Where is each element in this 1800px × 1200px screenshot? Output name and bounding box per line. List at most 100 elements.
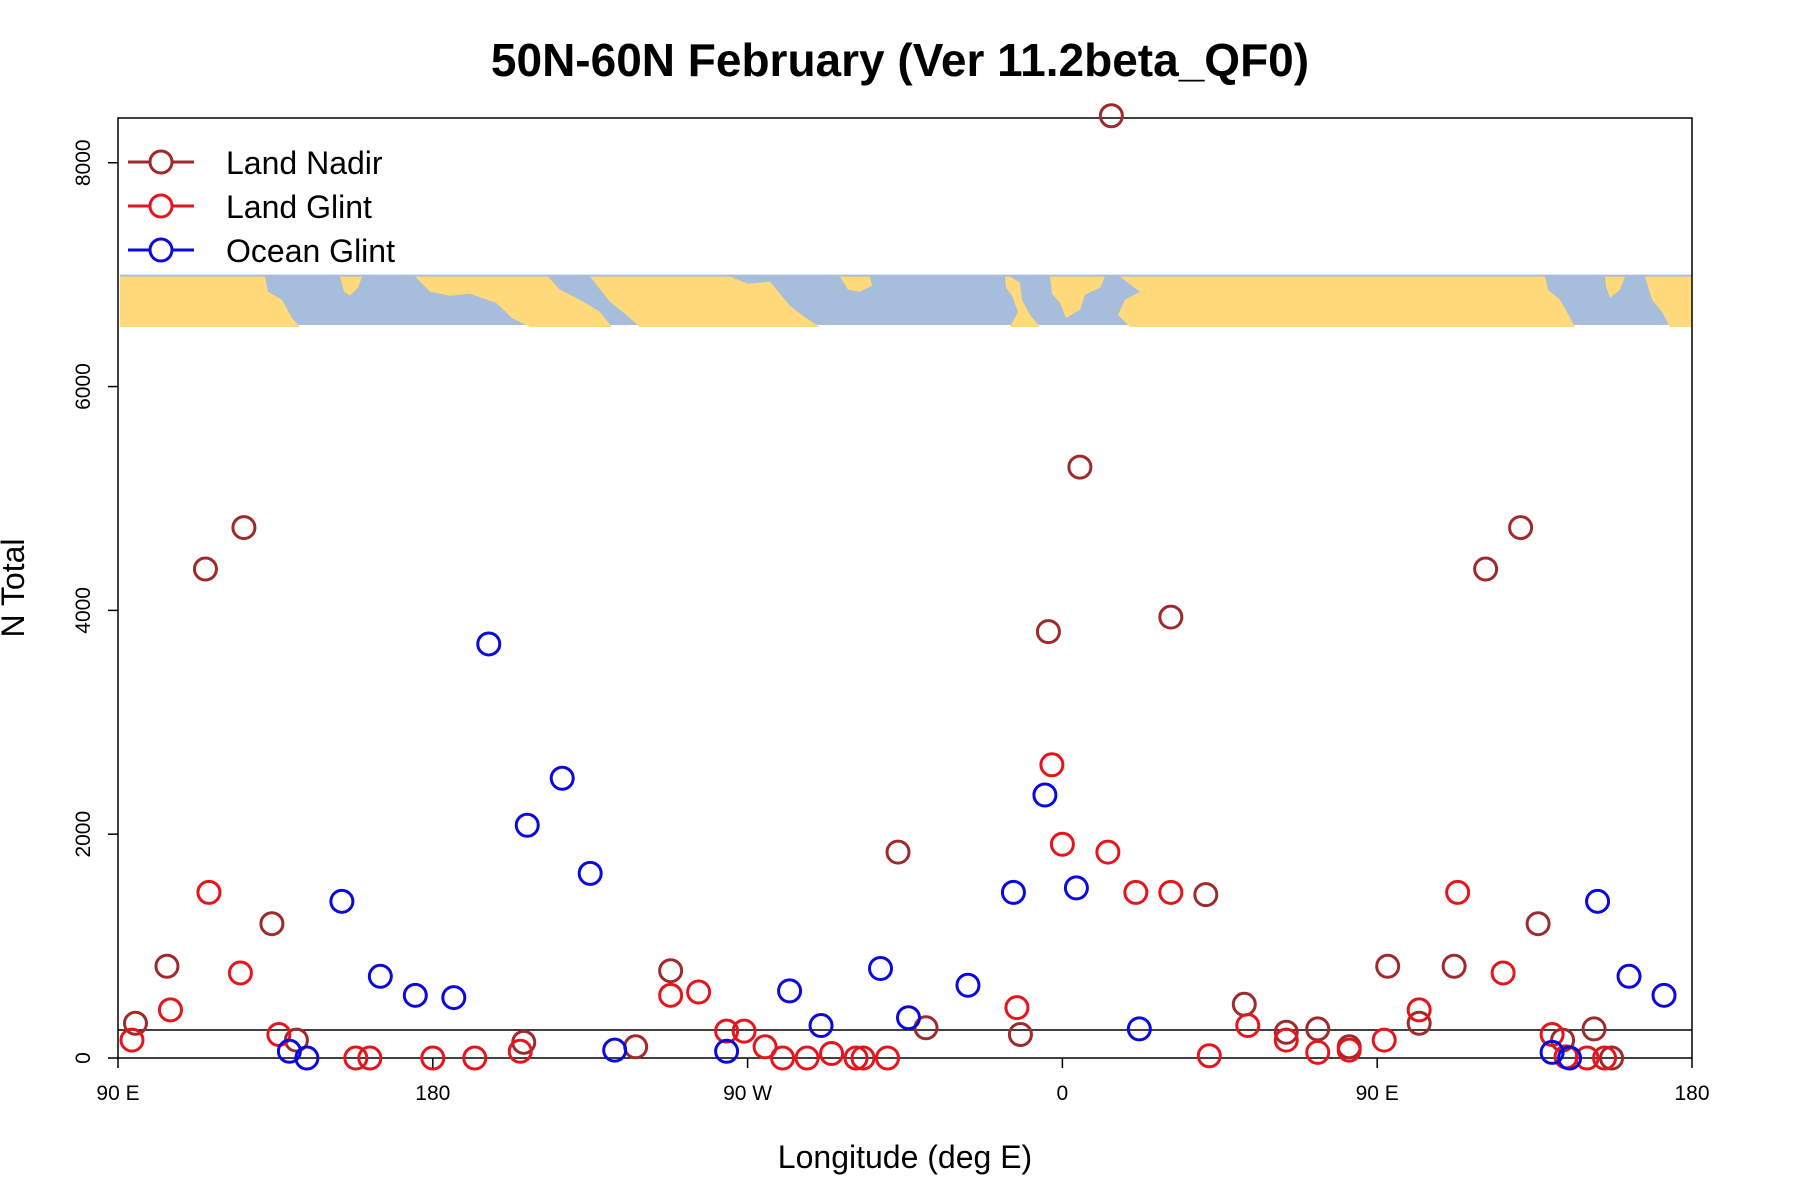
point-land-nadir [1508, 515, 1534, 541]
point-ocean-glint [808, 1013, 834, 1039]
point-ocean-glint [367, 963, 393, 989]
legend-entry-land-nadir: Land Nadir [128, 145, 383, 181]
point-land-nadir [1067, 454, 1093, 480]
point-land-glint [1196, 1043, 1222, 1069]
point-ocean-glint [441, 985, 467, 1011]
point-land-nadir [1441, 953, 1467, 979]
point-land-glint [794, 1045, 820, 1071]
point-land-glint [1406, 997, 1432, 1023]
point-ocean-glint [1539, 1039, 1565, 1065]
point-ocean-glint [1063, 875, 1089, 901]
point-land-nadir [1375, 953, 1401, 979]
point-land-glint [1445, 879, 1471, 905]
point-land-glint [1123, 879, 1149, 905]
legend-label-land-glint: Land Glint [226, 189, 372, 225]
point-land-nadir [122, 1010, 148, 1036]
chart-title: 50N-60N February (Ver 11.2beta_QF0) [491, 34, 1309, 86]
point-land-glint [850, 1045, 876, 1071]
point-ocean-glint [1000, 879, 1026, 905]
point-land-nadir [623, 1034, 649, 1060]
plot-frame [117, 117, 1693, 1059]
point-land-nadir [1231, 991, 1257, 1017]
point-land-glint [343, 1045, 369, 1071]
point-land-nadir [658, 958, 684, 984]
data-points [119, 103, 1677, 1071]
point-land-nadir [1305, 1016, 1331, 1042]
point-ocean-glint [549, 765, 575, 791]
point-land-nadir [1599, 1045, 1625, 1071]
legend-label-land-nadir: Land Nadir [226, 145, 383, 181]
point-ocean-glint [1557, 1045, 1583, 1071]
x-tick-label: 90 E [96, 1082, 139, 1105]
x-tick-label: 0 [1057, 1082, 1069, 1105]
point-land-glint [1490, 960, 1516, 986]
point-land-glint [843, 1045, 869, 1071]
point-land-glint [770, 1045, 796, 1071]
point-land-glint [752, 1034, 778, 1060]
legend-marker-land-nadir [148, 149, 174, 175]
point-land-nadir [1273, 1019, 1299, 1045]
point-ocean-glint [276, 1038, 302, 1064]
point-land-glint [1336, 1037, 1362, 1063]
point-land-nadir [1581, 1016, 1607, 1042]
point-land-glint [1305, 1039, 1331, 1065]
point-ocean-glint [868, 955, 894, 981]
point-land-glint [658, 982, 684, 1008]
x-tick-label: 90 W [723, 1082, 772, 1105]
x-tick-label: 180 [415, 1082, 450, 1105]
point-land-nadir [1193, 882, 1219, 908]
point-ocean-glint [955, 972, 981, 998]
point-land-glint [1273, 1027, 1299, 1053]
point-land-glint [357, 1045, 383, 1071]
point-land-glint [1004, 995, 1030, 1021]
legend-label-ocean-glint: Ocean Glint [226, 233, 395, 269]
point-land-glint [875, 1045, 901, 1071]
legend: Land Nadir Land Glint Ocean Glint [128, 145, 395, 269]
point-land-nadir [1035, 619, 1061, 645]
point-land-nadir [1473, 556, 1499, 582]
point-land-glint [420, 1045, 446, 1071]
point-ocean-glint [402, 982, 428, 1008]
point-land-glint [1049, 831, 1075, 857]
point-land-glint [714, 1018, 740, 1044]
point-ocean-glint [1585, 888, 1611, 914]
point-land-nadir [1406, 1010, 1432, 1036]
y-tick-label: 6000 [72, 363, 95, 410]
point-land-glint [462, 1045, 488, 1071]
point-land-glint [686, 979, 712, 1005]
point-land-nadir [885, 839, 911, 865]
point-land-nadir [259, 911, 285, 937]
point-land-nadir [192, 556, 218, 582]
point-land-glint [731, 1018, 757, 1044]
x-axis-label: Longitude (deg E) [778, 1139, 1032, 1175]
y-axis-label: N Total [0, 538, 31, 637]
point-land-nadir [1007, 1022, 1033, 1047]
point-land-glint [1371, 1027, 1397, 1053]
series-ocean-glint [276, 631, 1677, 1071]
point-land-glint [196, 879, 222, 905]
point-ocean-glint [777, 978, 803, 1004]
legend-marker-ocean-glint [148, 237, 174, 263]
point-land-glint [1095, 839, 1121, 865]
legend-entry-land-glint: Land Glint [128, 189, 372, 225]
point-ocean-glint [895, 1005, 921, 1031]
point-ocean-glint [577, 860, 603, 886]
y-tick-label: 2000 [72, 811, 95, 858]
y-tick-label: 0 [72, 1052, 95, 1064]
point-ocean-glint [514, 812, 540, 838]
y-tick-label: 8000 [72, 139, 95, 186]
world-map-band [120, 274, 1692, 328]
point-ocean-glint [1126, 1016, 1152, 1042]
point-land-glint [1235, 1013, 1261, 1039]
point-land-nadir [1098, 103, 1124, 129]
point-land-glint [1574, 1045, 1600, 1071]
point-ocean-glint [714, 1038, 740, 1064]
y-axis: 0 2000 4000 6000 8000 [72, 139, 118, 1064]
point-ocean-glint [329, 888, 355, 914]
x-axis: 90 E 180 90 W 0 90 E 180 [96, 1058, 1710, 1105]
point-ocean-glint [602, 1037, 628, 1063]
point-land-glint [1158, 879, 1184, 905]
x-tick-label: 90 E [1356, 1082, 1399, 1105]
y-tick-label: 4000 [72, 587, 95, 634]
point-land-nadir [1525, 911, 1551, 937]
